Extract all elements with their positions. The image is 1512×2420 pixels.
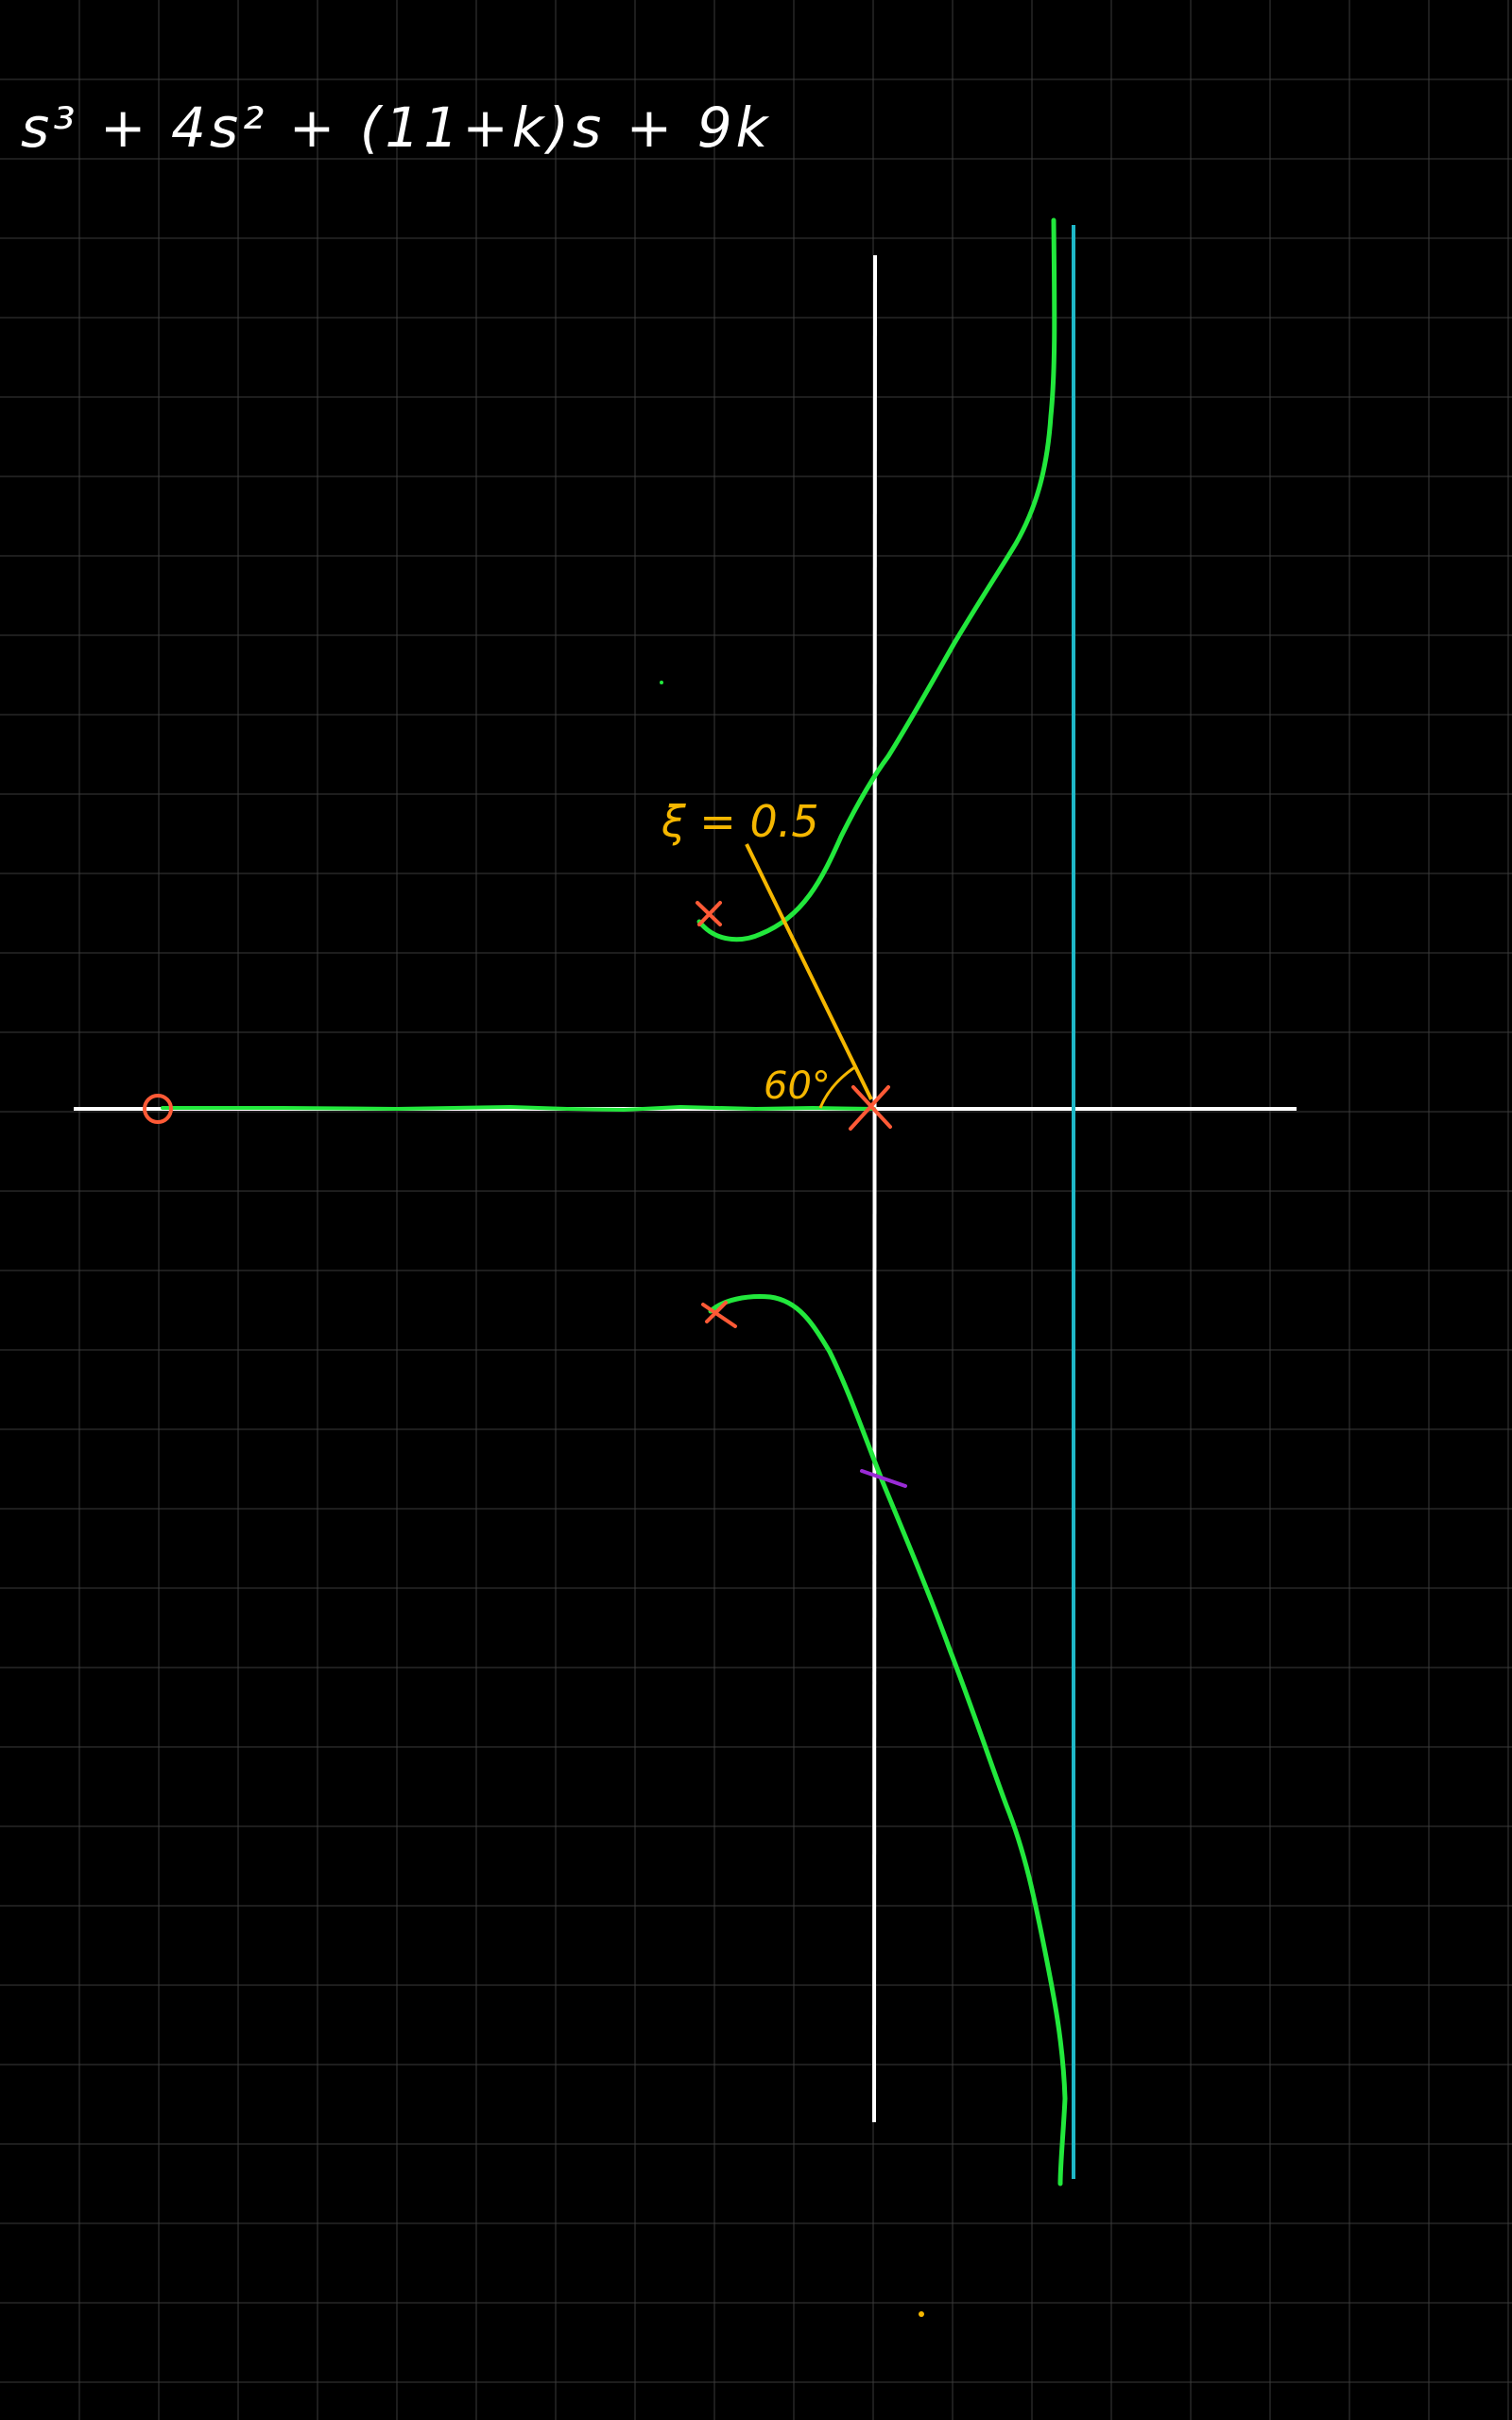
pole-upper: [696, 901, 722, 926]
pole-origin: [849, 1085, 892, 1131]
stray-dot-yellow: [919, 2311, 924, 2317]
stray-dot-green: [660, 681, 663, 684]
zeta-label: ξ = 0.5: [661, 796, 819, 847]
damping-ratio-line: [745, 843, 873, 1100]
angle-arc: [818, 1064, 857, 1109]
axis-crossing-mark: [860, 1469, 907, 1488]
angle-label: 60°: [764, 1064, 831, 1108]
pole-lower: [701, 1301, 737, 1328]
characteristic-equation: s³ + 4s² + (11+k)s + 9k: [21, 95, 771, 160]
locus-branch-upper: [696, 217, 1057, 942]
locus-branch-lower: [708, 1294, 1068, 2187]
locus-branch-real-axis: [161, 1104, 876, 1113]
imaginary-axis: [872, 254, 877, 2123]
zero-marker: [143, 1094, 173, 1124]
